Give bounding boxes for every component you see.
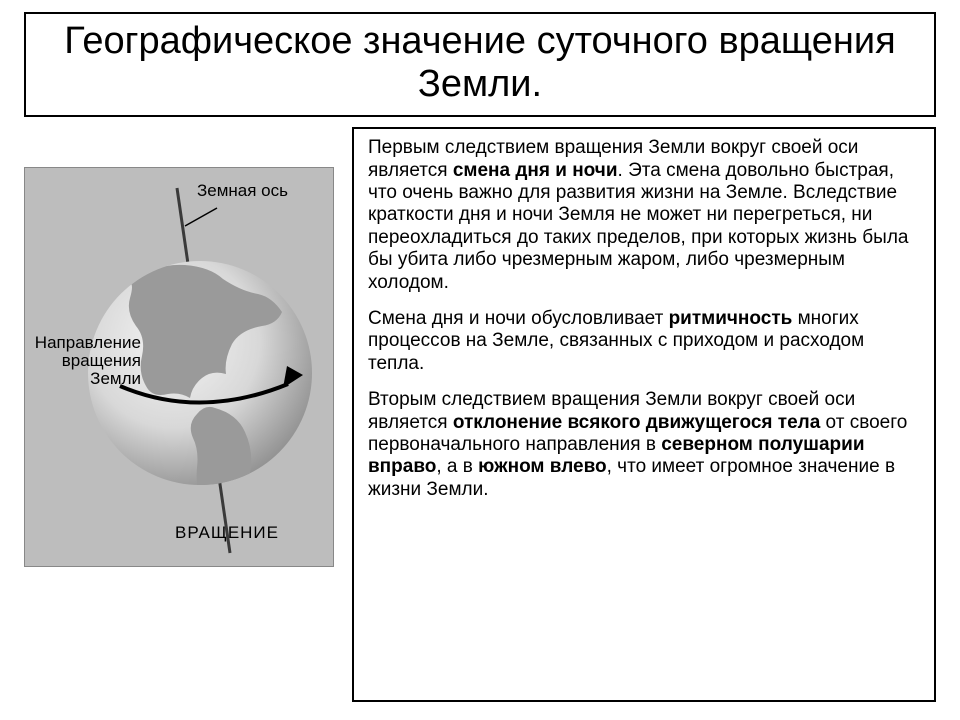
paragraph-2: Смена дня и ночи обусловливает ритмичнос…	[368, 308, 920, 375]
p3-bold3: южном влево	[478, 456, 606, 477]
p1-bold1: смена дня и ночи	[453, 160, 618, 181]
diagram-label-axis: Земная ось	[197, 182, 288, 200]
paragraph-3: Вторым следствием вращения Земли вокруг …	[368, 389, 920, 501]
p2-text1: Смена дня и ночи обусловливает	[368, 308, 669, 329]
diagram-label-rotation: ВРАЩЕНИЕ	[175, 524, 279, 542]
p3-text3: , а в	[436, 456, 478, 477]
right-column: Первым следствием вращения Земли вокруг …	[352, 127, 936, 702]
title-box: Географическое значение суточного вращен…	[24, 12, 936, 117]
page-title: Географическое значение суточного вращен…	[36, 20, 924, 105]
diagram-label-direction: Направление вращения Земли	[31, 334, 141, 388]
earth-rotation-diagram: Земная ось Направление вращения Земли ВР…	[24, 167, 334, 567]
left-column: Земная ось Направление вращения Земли ВР…	[24, 127, 334, 702]
slide: Географическое значение суточного вращен…	[0, 0, 960, 720]
paragraph-1: Первым следствием вращения Земли вокруг …	[368, 137, 920, 294]
p2-bold1: ритмичность	[669, 308, 793, 329]
content-row: Земная ось Направление вращения Земли ВР…	[24, 127, 936, 702]
p3-bold1: отклонение всякого движущегося тела	[453, 412, 820, 433]
